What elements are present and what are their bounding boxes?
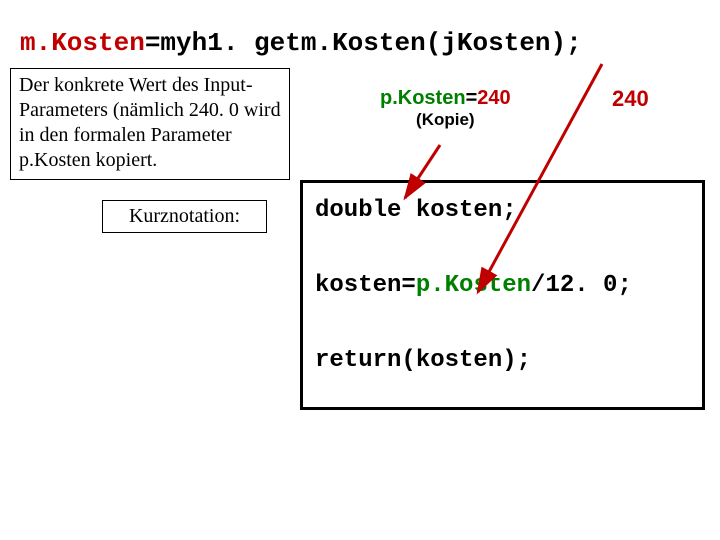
kurznotation-box: Kurznotation: (102, 200, 267, 233)
code-line-2: kosten=p.Kosten/12. 0; (315, 272, 690, 299)
pkosten-param-label: p.Kosten=240 (Kopie) (380, 86, 511, 130)
description-text: Der konkrete Wert des Input-Parameters (… (19, 74, 281, 171)
code-line-3: return(kosten); (315, 347, 690, 374)
code-block: double kosten; kosten=p.Kosten/12. 0; re… (300, 180, 705, 410)
pkosten-name: p.Kosten (380, 87, 466, 109)
top-code-end: ); (551, 28, 582, 58)
mkosten-lvalue: m.Kosten (20, 28, 145, 58)
kopie-label: (Kopie) (380, 110, 511, 130)
value-240-label: 240 (612, 86, 649, 112)
code-line-2-pkosten: p.Kosten (416, 272, 531, 299)
code-line-1: double kosten; (315, 197, 690, 224)
description-box: Der konkrete Wert des Input-Parameters (… (10, 68, 290, 180)
top-code-eq: =myh1. get (145, 28, 301, 58)
code-line-2-pre: kosten= (315, 272, 416, 299)
kurznotation-label: Kurznotation: (129, 205, 240, 227)
top-code-paren: (j (426, 28, 457, 58)
top-code-line: m.Kosten=myh1. getm.Kosten(jKosten); (20, 28, 582, 58)
mkosten-method: m.Kosten (301, 28, 426, 58)
pkosten-eq: = (466, 87, 478, 109)
pkosten-value: 240 (477, 87, 510, 109)
code-line-2-post: /12. 0; (531, 272, 632, 299)
jkosten-arg: Kosten (457, 28, 551, 58)
